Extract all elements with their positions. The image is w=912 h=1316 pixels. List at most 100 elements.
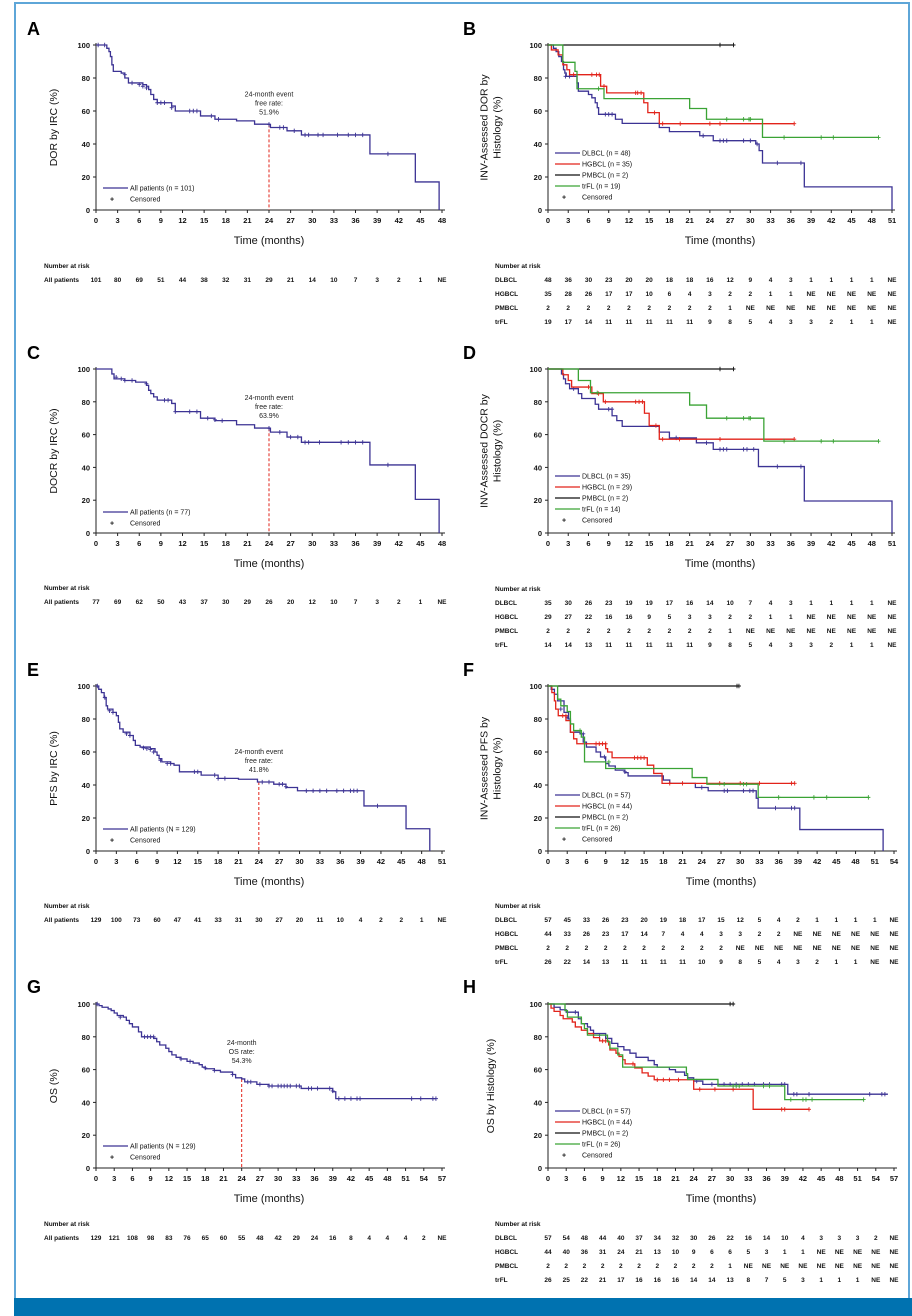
y-tick-label: 80 <box>82 74 90 83</box>
x-tick-label: 15 <box>183 1174 191 1183</box>
censor-mark <box>819 438 824 444</box>
annotation-text: OS rate: <box>229 1049 255 1056</box>
risk-value: 9 <box>749 277 753 284</box>
risk-value: 62 <box>136 599 144 606</box>
x-tick-label: 18 <box>222 216 230 225</box>
risk-value: 1 <box>850 319 854 326</box>
risk-value: 1 <box>819 1277 823 1284</box>
x-tick-label: 33 <box>766 216 774 225</box>
risk-value: 1 <box>838 1277 842 1284</box>
censor-mark <box>277 781 282 787</box>
risk-value: 14 <box>585 319 593 326</box>
censor-mark <box>169 105 174 110</box>
risk-value: NE <box>847 628 857 635</box>
x-tick-label: 15 <box>645 539 653 548</box>
x-tick-label: 48 <box>851 857 859 866</box>
censor-mark <box>341 788 346 793</box>
censor-mark <box>358 1096 363 1101</box>
censor-mark <box>603 741 608 746</box>
annotation-text: 41.8% <box>249 767 269 774</box>
censor-mark <box>122 378 127 383</box>
risk-value: 40 <box>563 1249 571 1256</box>
censor-mark <box>216 776 221 781</box>
x-tick-label: 18 <box>665 216 673 225</box>
censor-mark <box>335 132 340 138</box>
censor-mark <box>563 713 568 718</box>
risk-value: 9 <box>708 642 712 649</box>
risk-row-label: HGBCL <box>495 931 518 938</box>
legend: DLBCL (n = 57) HGBCL (n = 44) PMBCL (n = 2… <box>555 793 632 844</box>
risk-value: 1 <box>835 959 839 966</box>
risk-value: NE <box>853 1263 863 1270</box>
censor-mark <box>306 132 311 138</box>
risk-value: 2 <box>815 959 819 966</box>
risk-row-label: PMBCL <box>495 628 518 635</box>
censor-mark <box>737 1083 742 1089</box>
risk-value: 16 <box>605 614 613 621</box>
x-tick-label: 21 <box>234 857 242 866</box>
censor-mark <box>311 788 316 793</box>
risk-row-label: All patients <box>44 599 79 606</box>
censor-mark <box>736 683 741 689</box>
risk-value: 5 <box>747 1249 751 1256</box>
risk-value: 47 <box>174 917 182 924</box>
risk-value: 5 <box>783 1277 787 1284</box>
risk-value: 16 <box>654 1277 662 1284</box>
risk-value: 15 <box>717 917 725 924</box>
risk-value: 21 <box>599 1277 607 1284</box>
x-tick-label: 3 <box>112 1174 116 1183</box>
risk-value: NE <box>867 291 877 298</box>
risk-value: 8 <box>728 642 732 649</box>
x-tick-label: 21 <box>219 1174 227 1183</box>
censor-mark <box>707 121 712 126</box>
legend: All patients (N = 129) + Censored <box>103 827 196 845</box>
risk-value: 65 <box>202 1235 210 1242</box>
y-tick-label: 40 <box>534 463 542 472</box>
risk-value: 3 <box>819 1235 823 1242</box>
censor-mark <box>324 788 329 793</box>
risk-value: 44 <box>599 1235 607 1242</box>
censor-mark <box>315 1086 320 1091</box>
x-tick-label: 45 <box>397 857 405 866</box>
risk-value: NE <box>889 959 899 966</box>
censor-mark <box>589 72 594 77</box>
censor-mark <box>803 1097 808 1102</box>
risk-value: 37 <box>635 1235 643 1242</box>
risk-value: 4 <box>777 917 781 924</box>
x-tick-label: 0 <box>94 1174 98 1183</box>
x-tick-label: 9 <box>601 1174 605 1183</box>
x-tick-label: 39 <box>794 857 802 866</box>
risk-value: 26 <box>265 599 273 606</box>
risk-value: 22 <box>585 614 593 621</box>
censor-mark <box>601 84 606 89</box>
x-tick-label: 27 <box>726 539 734 548</box>
censor-mark <box>667 781 672 786</box>
risk-value: 26 <box>585 291 593 298</box>
x-tick-label: 27 <box>717 857 725 866</box>
censor-mark <box>205 416 210 421</box>
risk-value: NE <box>766 305 776 312</box>
risk-value: NE <box>889 1277 899 1284</box>
risk-value: 33 <box>583 917 591 924</box>
censor-mark <box>721 138 726 143</box>
km-curve-all-patients <box>96 1003 436 1100</box>
annotation-text: 51.9% <box>259 109 279 116</box>
y-tick-label: 100 <box>77 365 90 374</box>
risk-value: 2 <box>688 628 692 635</box>
risk-value: 20 <box>640 917 648 924</box>
x-tick-label: 30 <box>308 216 316 225</box>
censor-mark <box>660 121 665 126</box>
risk-value: 2 <box>668 628 672 635</box>
risk-value: 17 <box>605 291 613 298</box>
x-tick-label: 33 <box>292 1174 300 1183</box>
x-tick-label: 51 <box>401 1174 409 1183</box>
x-tick-label: 24 <box>255 857 264 866</box>
x-tick-label: 30 <box>295 857 303 866</box>
risk-value: 1 <box>829 277 833 284</box>
censor-mark <box>718 447 722 452</box>
y-tick-label: 40 <box>82 463 90 472</box>
censor-mark <box>191 108 196 114</box>
risk-value: 1 <box>835 917 839 924</box>
censor-mark <box>724 447 729 452</box>
